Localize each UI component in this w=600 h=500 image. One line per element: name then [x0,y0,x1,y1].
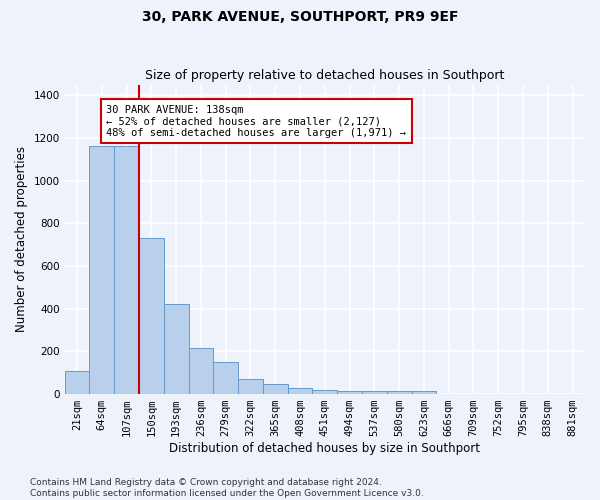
Bar [313,390,337,394]
Bar [337,391,362,394]
Bar [214,362,238,394]
X-axis label: Distribution of detached houses by size in Southport: Distribution of detached houses by size … [169,442,481,455]
Bar [65,370,89,394]
Bar [164,304,188,394]
Text: 30 PARK AVENUE: 138sqm
← 52% of detached houses are smaller (2,127)
48% of semi-: 30 PARK AVENUE: 138sqm ← 52% of detached… [106,104,406,138]
Bar [139,238,164,394]
Bar [238,379,263,394]
Bar [287,388,313,394]
Y-axis label: Number of detached properties: Number of detached properties [15,146,28,332]
Title: Size of property relative to detached houses in Southport: Size of property relative to detached ho… [145,69,505,82]
Bar [387,391,412,394]
Text: Contains HM Land Registry data © Crown copyright and database right 2024.
Contai: Contains HM Land Registry data © Crown c… [30,478,424,498]
Bar [89,146,114,394]
Bar [188,348,214,394]
Text: 30, PARK AVENUE, SOUTHPORT, PR9 9EF: 30, PARK AVENUE, SOUTHPORT, PR9 9EF [142,10,458,24]
Bar [412,391,436,394]
Bar [263,384,287,394]
Bar [362,391,387,394]
Bar [114,146,139,394]
